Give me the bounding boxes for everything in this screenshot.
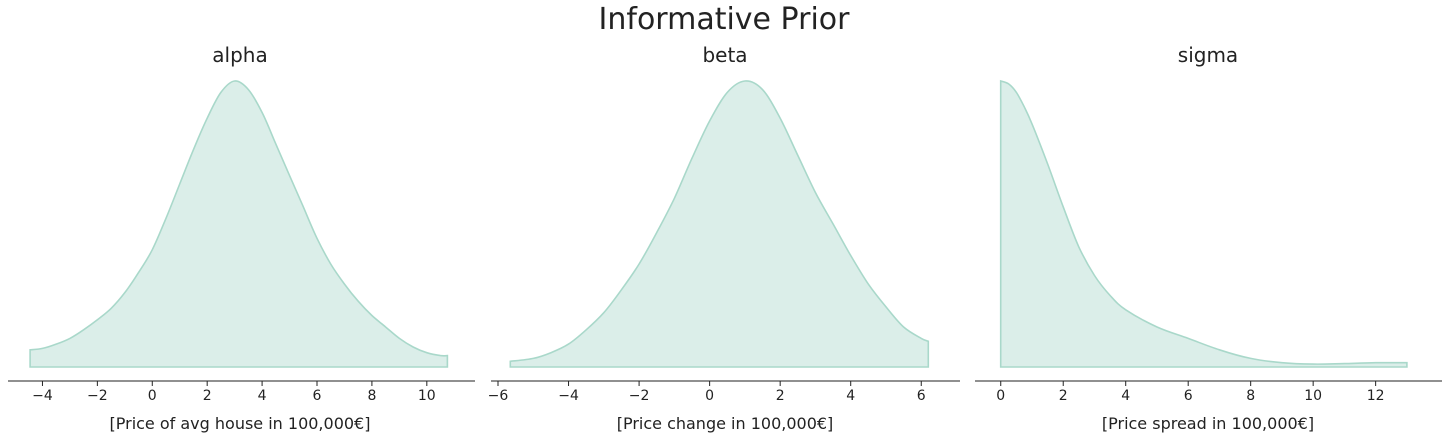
sigma-density-area [1000,81,1407,367]
alpha-panel-title: alpha [212,43,267,67]
sigma-panel: sigma 0 2 4 6 8 10 12 [Price spread in 100,000… [975,43,1442,433]
alpha-x-tick-label: 0 [148,388,157,404]
beta-x-tick-label: −4 [558,388,579,404]
alpha-density-line [29,80,449,368]
beta-x-tick-label: 6 [917,388,926,404]
beta-panel: beta −6 −4 −2 0 2 4 6 [Price change in 100,000… [488,43,960,433]
alpha-x-tick-label: 8 [367,388,376,404]
beta-x-tick-label: 2 [776,388,785,404]
sigma-x-axis-label: [Price spread in 100,000€] [1102,414,1314,433]
beta-x-axis-label: [Price change in 100,000€] [617,414,834,433]
alpha-x-tick-label: −2 [87,388,108,404]
sigma-density-line [999,79,1408,368]
alpha-density-plot [29,80,449,368]
sigma-x-tick-label: 4 [1121,388,1130,404]
sigma-x-tick-label: 12 [1367,388,1385,404]
alpha-x-axis-label: [Price of avg house in 100,000€] [110,414,371,433]
beta-x-tick-label: 4 [846,388,855,404]
alpha-x-tick-label: 4 [258,388,267,404]
sigma-x-tick-label: 2 [1059,388,1068,404]
alpha-x-tick-label: 2 [203,388,212,404]
beta-x-tick-label: 0 [705,388,714,404]
beta-panel-title: beta [702,43,747,67]
alpha-x-tick-label: 10 [418,388,436,404]
beta-x-tick-label: −6 [488,388,509,404]
sigma-x-tick-label: 8 [1246,388,1255,404]
alpha-x-tick-label: 6 [313,388,322,404]
figure-title: Informative Prior [599,2,851,37]
alpha-x-tick-label: −4 [32,388,53,404]
beta-x-tick-label: −2 [629,388,650,404]
beta-x-ticks: −6 −4 −2 0 2 4 6 [488,380,960,404]
sigma-x-tick-label: 6 [1184,388,1193,404]
sigma-x-tick-label: 0 [996,388,1005,404]
beta-density-plot [509,80,930,368]
beta-density-area [510,80,929,367]
sigma-panel-title: sigma [1178,43,1238,67]
sigma-x-tick-label: 10 [1304,388,1322,404]
alpha-panel: alpha −4 −2 0 2 4 6 8 10 [Price of avg house in… [8,43,475,433]
alpha-density-area [30,80,448,368]
beta-density-line [509,80,930,368]
sigma-density-plot [999,79,1408,368]
sigma-x-ticks: 0 2 4 6 8 10 12 [975,380,1442,404]
alpha-x-ticks: −4 −2 0 2 4 6 8 10 [8,380,475,404]
